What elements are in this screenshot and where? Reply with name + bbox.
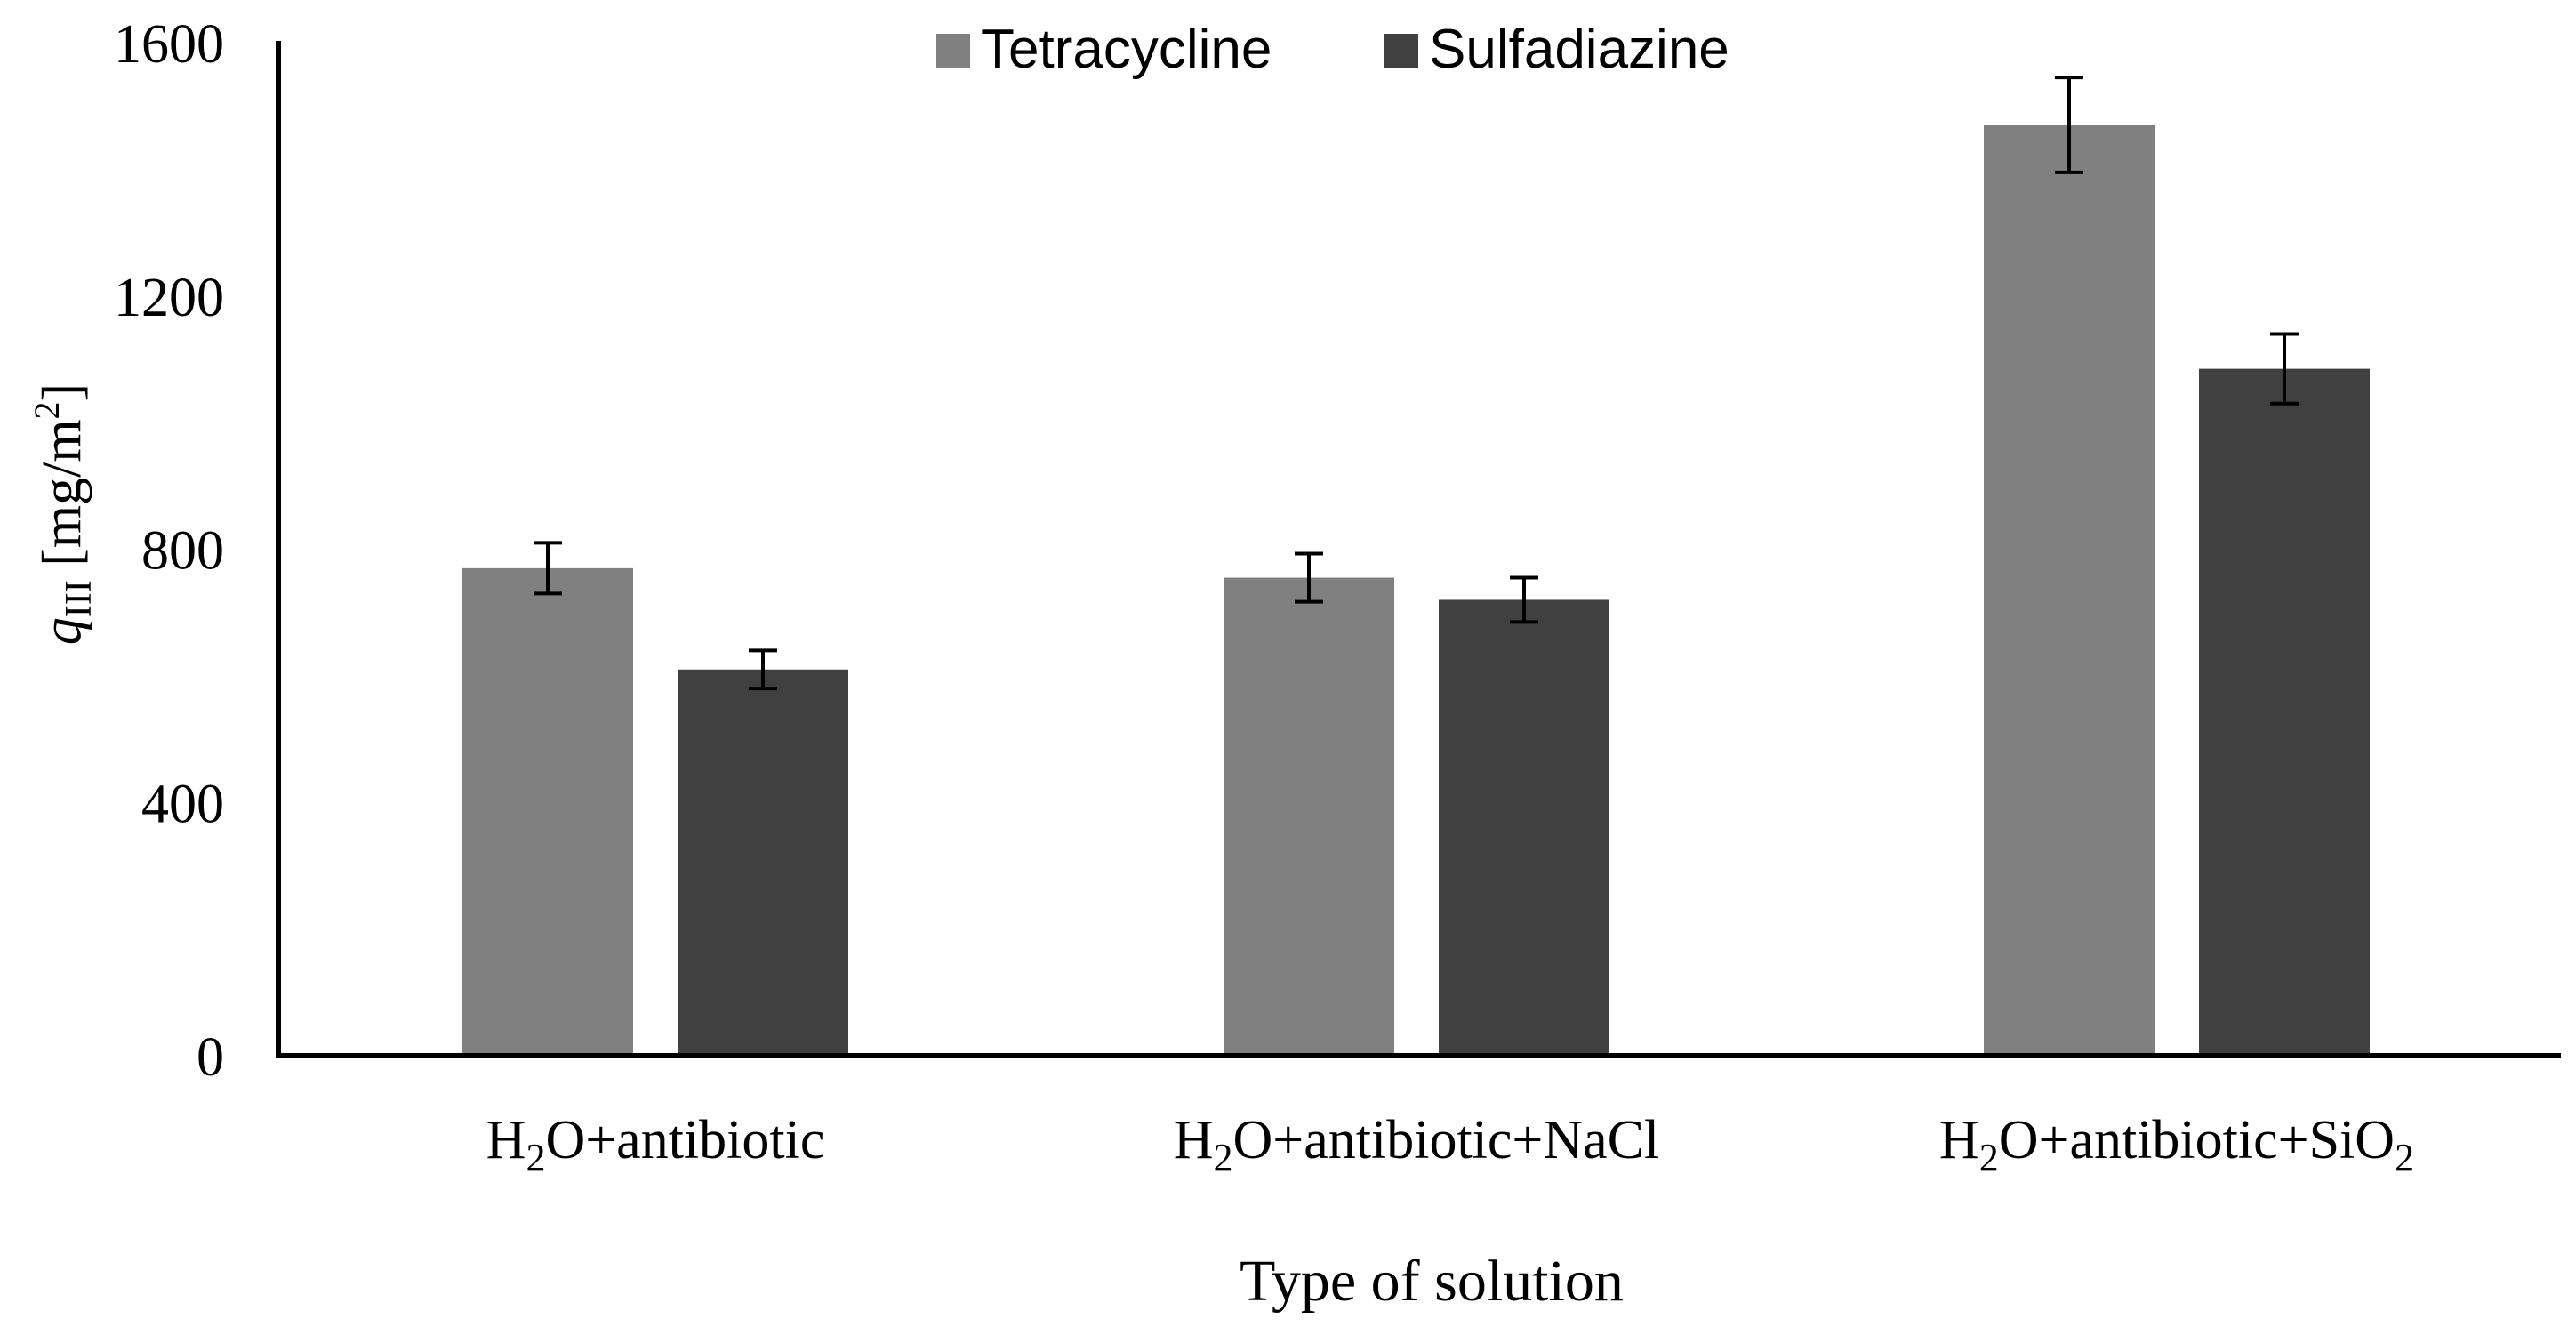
y-axis-unit: [mg/m bbox=[32, 419, 92, 580]
y-axis-subscript: III bbox=[59, 580, 100, 617]
x-tick-label-2: H2O+antibiotic+SiO2 bbox=[1939, 1110, 2414, 1179]
error-bar-sulfadiazine-0 bbox=[749, 648, 777, 691]
bar-tetracycline-0 bbox=[462, 567, 633, 1056]
error-bar-tetracycline-2 bbox=[2055, 76, 2083, 174]
y-axis-unit-close: ] bbox=[32, 383, 92, 402]
error-bar-sulfadiazine-2 bbox=[2270, 332, 2299, 406]
y-axis-unit-superscript: 2 bbox=[27, 401, 67, 419]
error-bar-tetracycline-0 bbox=[534, 541, 562, 596]
bars-layer bbox=[462, 125, 2370, 1057]
x-tick-labels: H2O+antibiotic H2O+antibiotic+NaCl H2O+ant… bbox=[486, 1110, 2414, 1179]
bar-sulfadiazine-0 bbox=[678, 669, 848, 1056]
bar-tetracycline-2 bbox=[1984, 125, 2155, 1057]
bar-sulfadiazine-1 bbox=[1439, 599, 1609, 1056]
y-tick-label-1200: 1200 bbox=[114, 268, 224, 328]
y-tick-label-800: 800 bbox=[141, 521, 224, 582]
bar-tetracycline-1 bbox=[1224, 577, 1394, 1056]
y-tick-label-0: 0 bbox=[197, 1027, 224, 1088]
error-bars-layer bbox=[534, 76, 2299, 691]
legend-label-tetracycline: Tetracycline bbox=[981, 19, 1272, 80]
x-axis-title: Type of solution bbox=[1240, 1249, 1624, 1314]
legend-item-sulfadiazine: Sulfadiazine bbox=[1384, 19, 1729, 80]
legend-label-sulfadiazine: Sulfadiazine bbox=[1429, 19, 1729, 80]
axes-layer bbox=[276, 41, 2561, 1058]
x-tick-label-0: H2O+antibiotic bbox=[486, 1110, 825, 1179]
legend: Tetracycline Sulfadiazine bbox=[936, 19, 1729, 80]
legend-item-tetracycline: Tetracycline bbox=[936, 19, 1272, 80]
legend-swatch-tetracycline bbox=[936, 34, 970, 68]
y-axis-title: qIII [mg/m2] bbox=[27, 383, 100, 645]
error-bar-tetracycline-1 bbox=[1295, 551, 1323, 604]
x-tick-label-1: H2O+antibiotic+NaCl bbox=[1174, 1110, 1660, 1179]
y-tick-label-1600: 1600 bbox=[114, 14, 224, 75]
y-axis-symbol: q bbox=[32, 617, 92, 645]
bar-sulfadiazine-2 bbox=[2199, 368, 2370, 1057]
y-tick-labels: 0 400 800 1200 1600 bbox=[114, 14, 224, 1088]
y-tick-label-400: 400 bbox=[141, 774, 224, 834]
legend-swatch-sulfadiazine bbox=[1384, 34, 1418, 68]
error-bar-sulfadiazine-1 bbox=[1510, 575, 1538, 624]
